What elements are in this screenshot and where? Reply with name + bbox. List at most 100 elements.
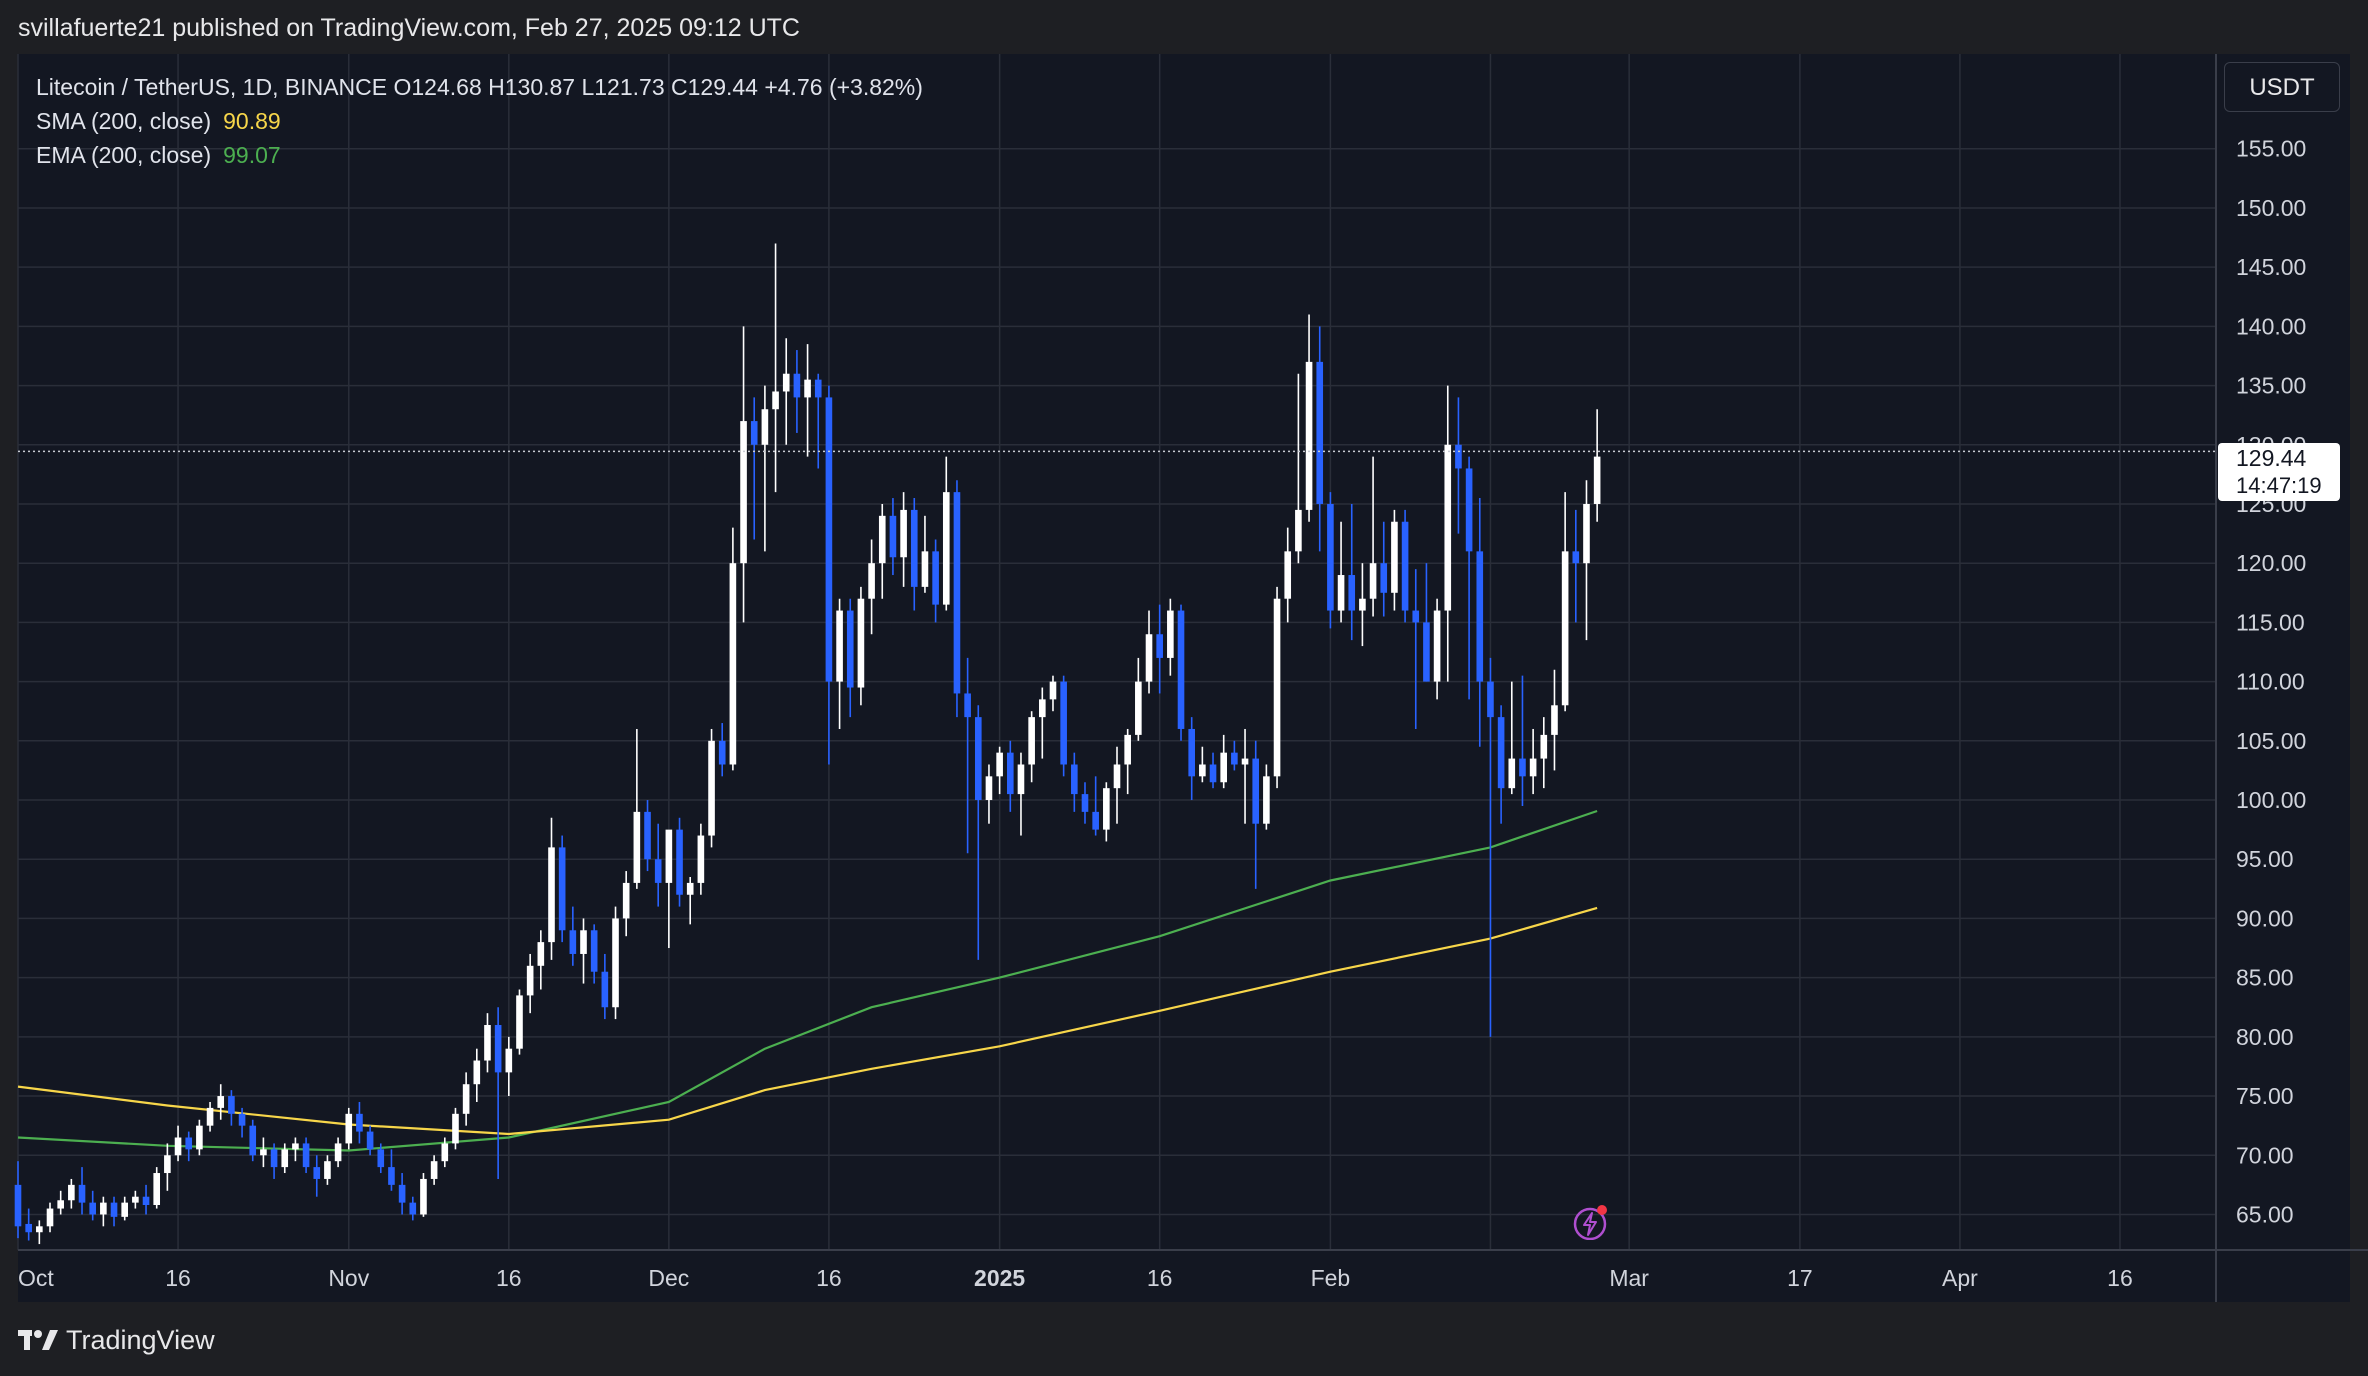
candle <box>1273 586 1281 789</box>
candle-body <box>164 1155 171 1174</box>
y-tick-label: 105.00 <box>2236 728 2306 754</box>
candle <box>1465 456 1473 700</box>
candle <box>1081 782 1089 824</box>
tradingview-logo[interactable]: TradingView <box>18 1324 215 1356</box>
candle-body <box>1113 764 1121 789</box>
candle-body <box>1295 509 1302 552</box>
x-tick-label: 2025 <box>974 1265 1025 1291</box>
y-tick-label: 110.00 <box>2236 669 2305 695</box>
candle-body <box>1273 598 1281 777</box>
candle <box>1252 740 1260 889</box>
candle-body <box>1316 361 1324 504</box>
candle-body <box>1263 776 1270 824</box>
candle-body <box>505 1048 513 1073</box>
candle-body <box>1006 752 1014 795</box>
candle <box>1188 717 1195 801</box>
candle-body <box>238 1113 246 1126</box>
candle-body <box>153 1173 161 1206</box>
y-tick-label: 80.00 <box>2236 1024 2294 1050</box>
candle-body <box>89 1202 96 1215</box>
candle-body <box>1305 361 1313 510</box>
candle <box>388 1149 395 1191</box>
candle <box>558 835 566 943</box>
candle <box>676 817 683 907</box>
candle <box>302 1137 310 1174</box>
candle-body <box>1540 734 1548 759</box>
candle-body <box>249 1125 257 1156</box>
candle-body <box>57 1200 64 1209</box>
flash-alert-icon[interactable] <box>1572 1204 1608 1240</box>
candle <box>868 539 875 635</box>
candle-body <box>1231 752 1238 765</box>
candle <box>1006 740 1014 812</box>
candle-body <box>1167 610 1174 658</box>
candle-body <box>441 1143 449 1162</box>
candle <box>985 764 993 824</box>
candle <box>1049 675 1057 712</box>
currency-button[interactable]: USDT <box>2224 62 2340 112</box>
sma-label: SMA (200, close) <box>36 108 212 134</box>
candle-body <box>1252 758 1260 824</box>
candle <box>1519 675 1526 806</box>
candle-body <box>1049 681 1057 700</box>
candle-body <box>100 1202 107 1215</box>
candle <box>910 498 918 611</box>
candle-body <box>814 379 822 398</box>
candle-body <box>644 811 651 860</box>
candle <box>526 953 534 1014</box>
candle <box>174 1125 182 1162</box>
tradingview-brand: TradingView <box>66 1324 215 1355</box>
symbol-info[interactable]: Litecoin / TetherUS, 1D, BINANCE O124.68… <box>36 74 923 100</box>
candle <box>761 385 769 552</box>
candle <box>580 918 587 984</box>
candle-body <box>921 551 929 587</box>
candle <box>953 480 961 718</box>
candle-body <box>494 1025 502 1073</box>
candle-body <box>1017 764 1025 795</box>
candle <box>366 1125 374 1156</box>
candle <box>846 598 854 718</box>
candle <box>590 924 598 984</box>
published-text: svillafuerte21 published on TradingView.… <box>18 14 800 42</box>
candle <box>484 1013 491 1073</box>
candle-body <box>313 1167 321 1179</box>
candle <box>398 1173 406 1215</box>
candle-body <box>345 1113 353 1144</box>
candle <box>974 705 982 960</box>
candle-body <box>185 1137 193 1150</box>
candle <box>857 586 865 706</box>
sma-legend[interactable]: SMA (200, close) 90.89 <box>36 104 923 138</box>
candle <box>1263 764 1270 830</box>
candle <box>718 723 726 777</box>
candle <box>185 1131 193 1162</box>
candle-body <box>804 379 811 398</box>
candle <box>729 527 737 771</box>
candle <box>228 1090 235 1126</box>
candle-body <box>1519 758 1526 777</box>
candle-body <box>409 1202 417 1215</box>
candle-body <box>964 693 971 718</box>
candle-body <box>1423 622 1430 682</box>
candle <box>793 350 801 433</box>
candle-body <box>366 1131 374 1150</box>
y-tick-label: 90.00 <box>2236 905 2294 931</box>
x-tick-label: 16 <box>2107 1265 2133 1291</box>
candle-body <box>1337 575 1345 611</box>
candle <box>46 1202 54 1233</box>
candle-body <box>1455 444 1462 469</box>
candle-body <box>46 1208 54 1227</box>
candle-body <box>782 373 790 392</box>
candle-body <box>1327 503 1334 611</box>
ema-legend[interactable]: EMA (200, close) 99.07 <box>36 138 923 172</box>
price-chart[interactable]: 155.00150.00145.00140.00135.00130.00125.… <box>0 0 2368 1302</box>
candle-body <box>1359 598 1366 611</box>
candle <box>1060 675 1067 777</box>
candle <box>1561 492 1569 712</box>
footer-bar: TradingView <box>0 1302 2368 1376</box>
candle <box>1145 610 1153 694</box>
candle <box>132 1190 139 1209</box>
candle-body <box>1284 551 1292 599</box>
y-tick-label: 100.00 <box>2236 787 2306 813</box>
candle <box>1220 734 1228 789</box>
candle-body <box>836 610 843 682</box>
